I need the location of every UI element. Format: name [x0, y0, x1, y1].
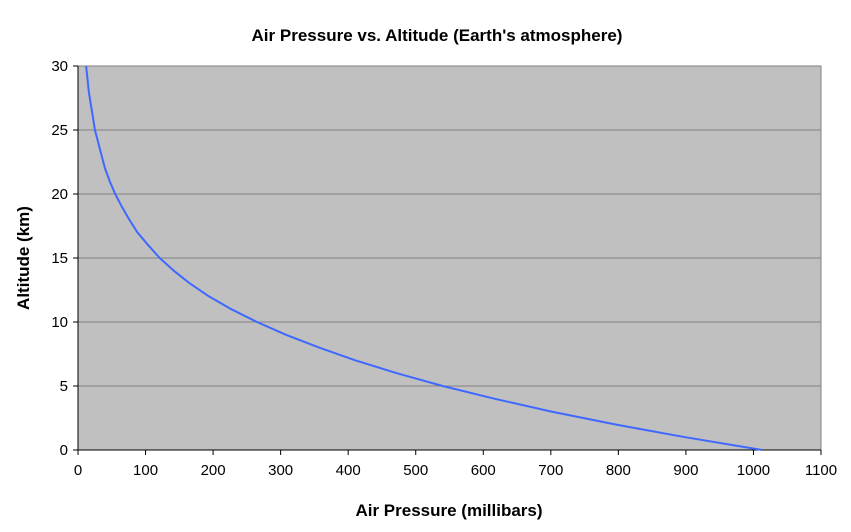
x-tick-label: 900 [673, 462, 698, 479]
x-tick-label: 200 [201, 462, 226, 479]
x-tick-label: 600 [471, 462, 496, 479]
x-axis: 0 100 200 300 400 500 600 700 800 900 1000 1100 [74, 449, 837, 479]
series-group [85, 65, 763, 451]
x-tick-label: 700 [538, 462, 563, 479]
y-tick-label: 20 [51, 186, 68, 203]
y-tick-label: 30 [51, 58, 68, 75]
gridlines [78, 129, 821, 387]
x-tick-label: 100 [133, 462, 158, 479]
x-tick-label: 800 [606, 462, 631, 479]
chart-title: Air Pressure vs. Altitude (Earth's atmos… [252, 26, 623, 45]
x-tick-label: 1000 [737, 462, 770, 479]
x-tick-label: 400 [336, 462, 361, 479]
series-line [85, 65, 763, 451]
y-tick-label: 0 [60, 442, 68, 459]
x-tick-label: 1100 [805, 462, 837, 479]
y-tick-label: 10 [51, 314, 68, 331]
x-axis-label: Air Pressure (millibars) [355, 501, 542, 520]
x-tick-label: 500 [403, 462, 428, 479]
y-tick-label: 15 [51, 250, 68, 267]
x-tick-label: 0 [74, 462, 82, 479]
y-tick-label: 25 [51, 122, 68, 139]
x-tick-label: 300 [268, 462, 293, 479]
y-axis-label: Altitude (km) [14, 206, 33, 310]
y-axis: 0 5 10 15 20 25 30 [51, 58, 79, 459]
y-tick-label: 5 [60, 378, 68, 395]
